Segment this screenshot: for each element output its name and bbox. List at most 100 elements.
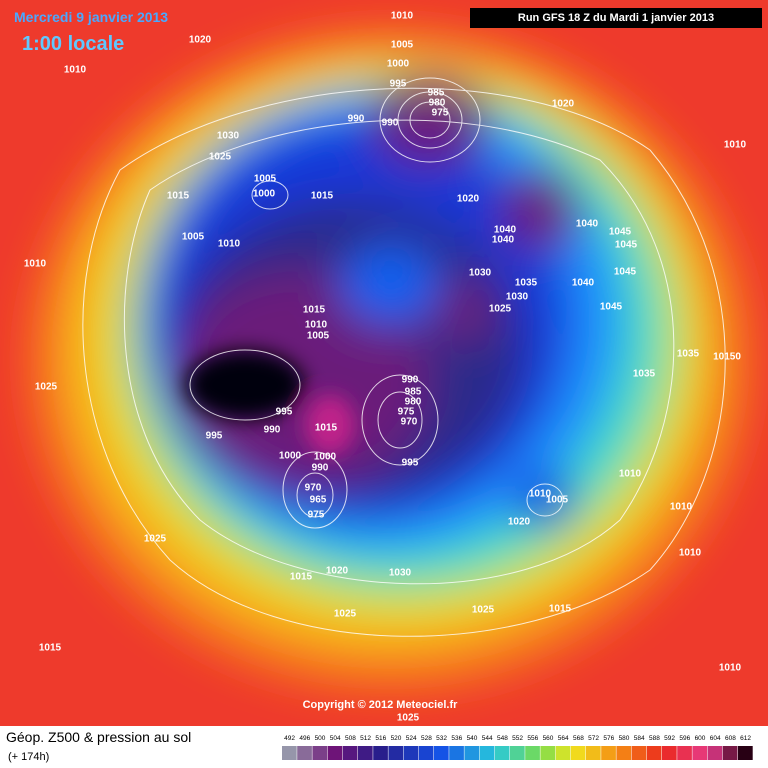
- scale-cell: [707, 746, 723, 760]
- scale-cell: [722, 746, 738, 760]
- scale-label: 492: [284, 735, 295, 742]
- isobar-label: 1010: [305, 320, 328, 331]
- isobar-label: 1010: [619, 469, 642, 480]
- scale-label: 608: [725, 735, 736, 742]
- isobar-label: 1015: [315, 423, 338, 434]
- isobar-label: 1015: [549, 604, 572, 615]
- scale-label: 604: [710, 735, 721, 742]
- lead-time: (+ 174h): [8, 751, 49, 763]
- scale-cell: [555, 746, 571, 760]
- scale-label: 564: [558, 735, 569, 742]
- isobar-label: 1020: [326, 566, 349, 577]
- scale-cell: [738, 746, 753, 760]
- scale-label: 512: [360, 735, 371, 742]
- isobar-label: 995: [390, 79, 407, 90]
- field: [0, 0, 768, 726]
- isobar-label: 985: [405, 387, 422, 398]
- isobar-label: 1030: [469, 268, 492, 279]
- isobar-label: 1015: [303, 305, 326, 316]
- isobar-label: 1005: [182, 232, 205, 243]
- color-scale: 492 496 500 504 508 512 516 520 524 528 532 536 540 5…: [282, 735, 753, 760]
- scale-label: 592: [664, 735, 675, 742]
- isobar-label: 1045: [614, 267, 637, 278]
- isobar-label: 1025: [144, 534, 167, 545]
- isobar-label: 1010: [64, 65, 87, 76]
- scale-label: 600: [695, 735, 706, 742]
- isobar-label: 1010: [679, 548, 702, 559]
- isobar-label: 1000: [387, 59, 410, 70]
- isobar-label: 1040: [572, 278, 595, 289]
- isobar-label: 1015: [39, 643, 62, 654]
- isobar-label: 1020: [552, 99, 575, 110]
- isobar-label: 1020: [189, 35, 212, 46]
- isobar-label: 1030: [217, 131, 240, 142]
- isobar-label: 990: [348, 114, 365, 125]
- isobar-label: 1035: [633, 369, 656, 380]
- isobar-label: 1025: [209, 152, 232, 163]
- isobar-label: 1030: [389, 568, 412, 579]
- isobar-label: 1045: [600, 302, 623, 313]
- isobar-label: 1025: [489, 304, 512, 315]
- scale-cell: [464, 746, 480, 760]
- isobar-label: 995: [206, 431, 223, 442]
- isobar-label: 10150: [713, 352, 741, 363]
- scale-cell: [525, 746, 540, 760]
- scale-label: 584: [634, 735, 645, 742]
- scale-label: 576: [603, 735, 614, 742]
- scale-label: 580: [619, 735, 630, 742]
- scale-cell: [297, 746, 312, 760]
- isobar-label: 990: [382, 118, 399, 129]
- local-time: 1:00 locale: [22, 33, 124, 55]
- scale-label: 568: [573, 735, 584, 742]
- isobar-label: 965: [310, 495, 327, 506]
- scale-cell: [570, 746, 586, 760]
- scale-cell: [312, 746, 328, 760]
- scale-label: 560: [543, 735, 554, 742]
- isobar-label: 1005: [391, 40, 414, 51]
- isobar-label: 995: [402, 458, 419, 469]
- scale-label: 536: [451, 735, 462, 742]
- isobar-label: 995: [276, 407, 293, 418]
- scale-cell: [358, 746, 373, 760]
- scale-cell: [540, 746, 556, 760]
- scale-cell: [692, 746, 708, 760]
- isobar-label: 1010: [218, 239, 241, 250]
- scale-cell: [342, 746, 358, 760]
- isobar-label: 980: [405, 397, 422, 408]
- scale-cell: [601, 746, 616, 760]
- isobar-label: 975: [398, 407, 415, 418]
- scale-cell: [327, 746, 343, 760]
- scale-cell: [646, 746, 662, 760]
- isobar-label: 1035: [515, 278, 538, 289]
- isobar-label: 1020: [457, 194, 480, 205]
- isobar-label: 1000: [279, 451, 302, 462]
- isobar-label: 1010: [719, 663, 742, 674]
- isobar-label: 1025: [334, 609, 357, 620]
- isobar-label: 1045: [609, 227, 632, 238]
- isobar-label: 1040: [576, 219, 599, 230]
- isobar-label: 975: [432, 108, 449, 119]
- isobar-label: 1020: [508, 517, 531, 528]
- scale-cell: [282, 746, 297, 760]
- scale-label: 572: [588, 735, 599, 742]
- isobar-label: 1015: [311, 191, 334, 202]
- scale-label: 520: [391, 735, 402, 742]
- scale-label: 496: [299, 735, 310, 742]
- isobar-label: 1040: [492, 235, 515, 246]
- isobar-label: 1010: [724, 140, 747, 151]
- isobar-label: 990: [264, 425, 281, 436]
- isobar-label: 990: [312, 463, 329, 474]
- isobar-label: 1035: [677, 349, 700, 360]
- scale-cell: [403, 746, 419, 760]
- isobar-label: 1025: [472, 605, 495, 616]
- scale-label: 524: [406, 735, 417, 742]
- scale-label: 596: [679, 735, 690, 742]
- isobar-label: 970: [401, 417, 418, 428]
- isobar-label: 1025: [35, 382, 58, 393]
- scale-label: 552: [512, 735, 523, 742]
- scale-label: 556: [527, 735, 538, 742]
- scale-label: 532: [436, 735, 447, 742]
- isobar-label: 1000: [253, 189, 276, 200]
